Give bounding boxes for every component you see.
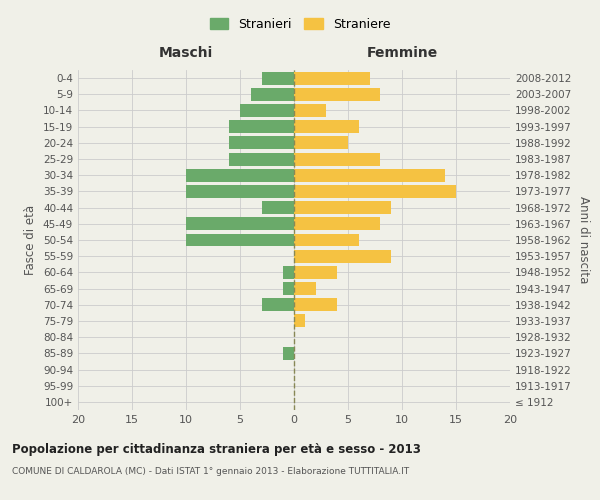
Text: Femmine: Femmine	[367, 46, 437, 60]
Bar	[283, 347, 294, 360]
Text: Popolazione per cittadinanza straniera per età e sesso - 2013: Popolazione per cittadinanza straniera p…	[12, 442, 421, 456]
Bar	[294, 88, 380, 101]
Bar	[294, 72, 370, 85]
Bar	[229, 136, 294, 149]
Bar	[240, 104, 294, 117]
Bar	[186, 169, 294, 181]
Bar	[294, 104, 326, 117]
Y-axis label: Anni di nascita: Anni di nascita	[577, 196, 590, 284]
Bar	[294, 250, 391, 262]
Bar	[262, 72, 294, 85]
Bar	[186, 234, 294, 246]
Bar	[294, 266, 337, 279]
Bar	[186, 218, 294, 230]
Bar	[283, 282, 294, 295]
Bar	[294, 282, 316, 295]
Bar	[262, 201, 294, 214]
Bar	[262, 298, 294, 311]
Bar	[294, 120, 359, 133]
Text: COMUNE DI CALDAROLA (MC) - Dati ISTAT 1° gennaio 2013 - Elaborazione TUTTITALIA.: COMUNE DI CALDAROLA (MC) - Dati ISTAT 1°…	[12, 468, 409, 476]
Bar	[294, 314, 305, 328]
Y-axis label: Fasce di età: Fasce di età	[25, 205, 37, 275]
Text: Maschi: Maschi	[159, 46, 213, 60]
Bar	[294, 136, 348, 149]
Bar	[229, 120, 294, 133]
Bar	[294, 152, 380, 166]
Legend: Stranieri, Straniere: Stranieri, Straniere	[203, 11, 397, 37]
Bar	[294, 201, 391, 214]
Bar	[283, 266, 294, 279]
Bar	[294, 169, 445, 181]
Bar	[229, 152, 294, 166]
Bar	[294, 218, 380, 230]
Bar	[294, 298, 337, 311]
Bar	[186, 185, 294, 198]
Bar	[294, 185, 456, 198]
Bar	[294, 234, 359, 246]
Bar	[251, 88, 294, 101]
